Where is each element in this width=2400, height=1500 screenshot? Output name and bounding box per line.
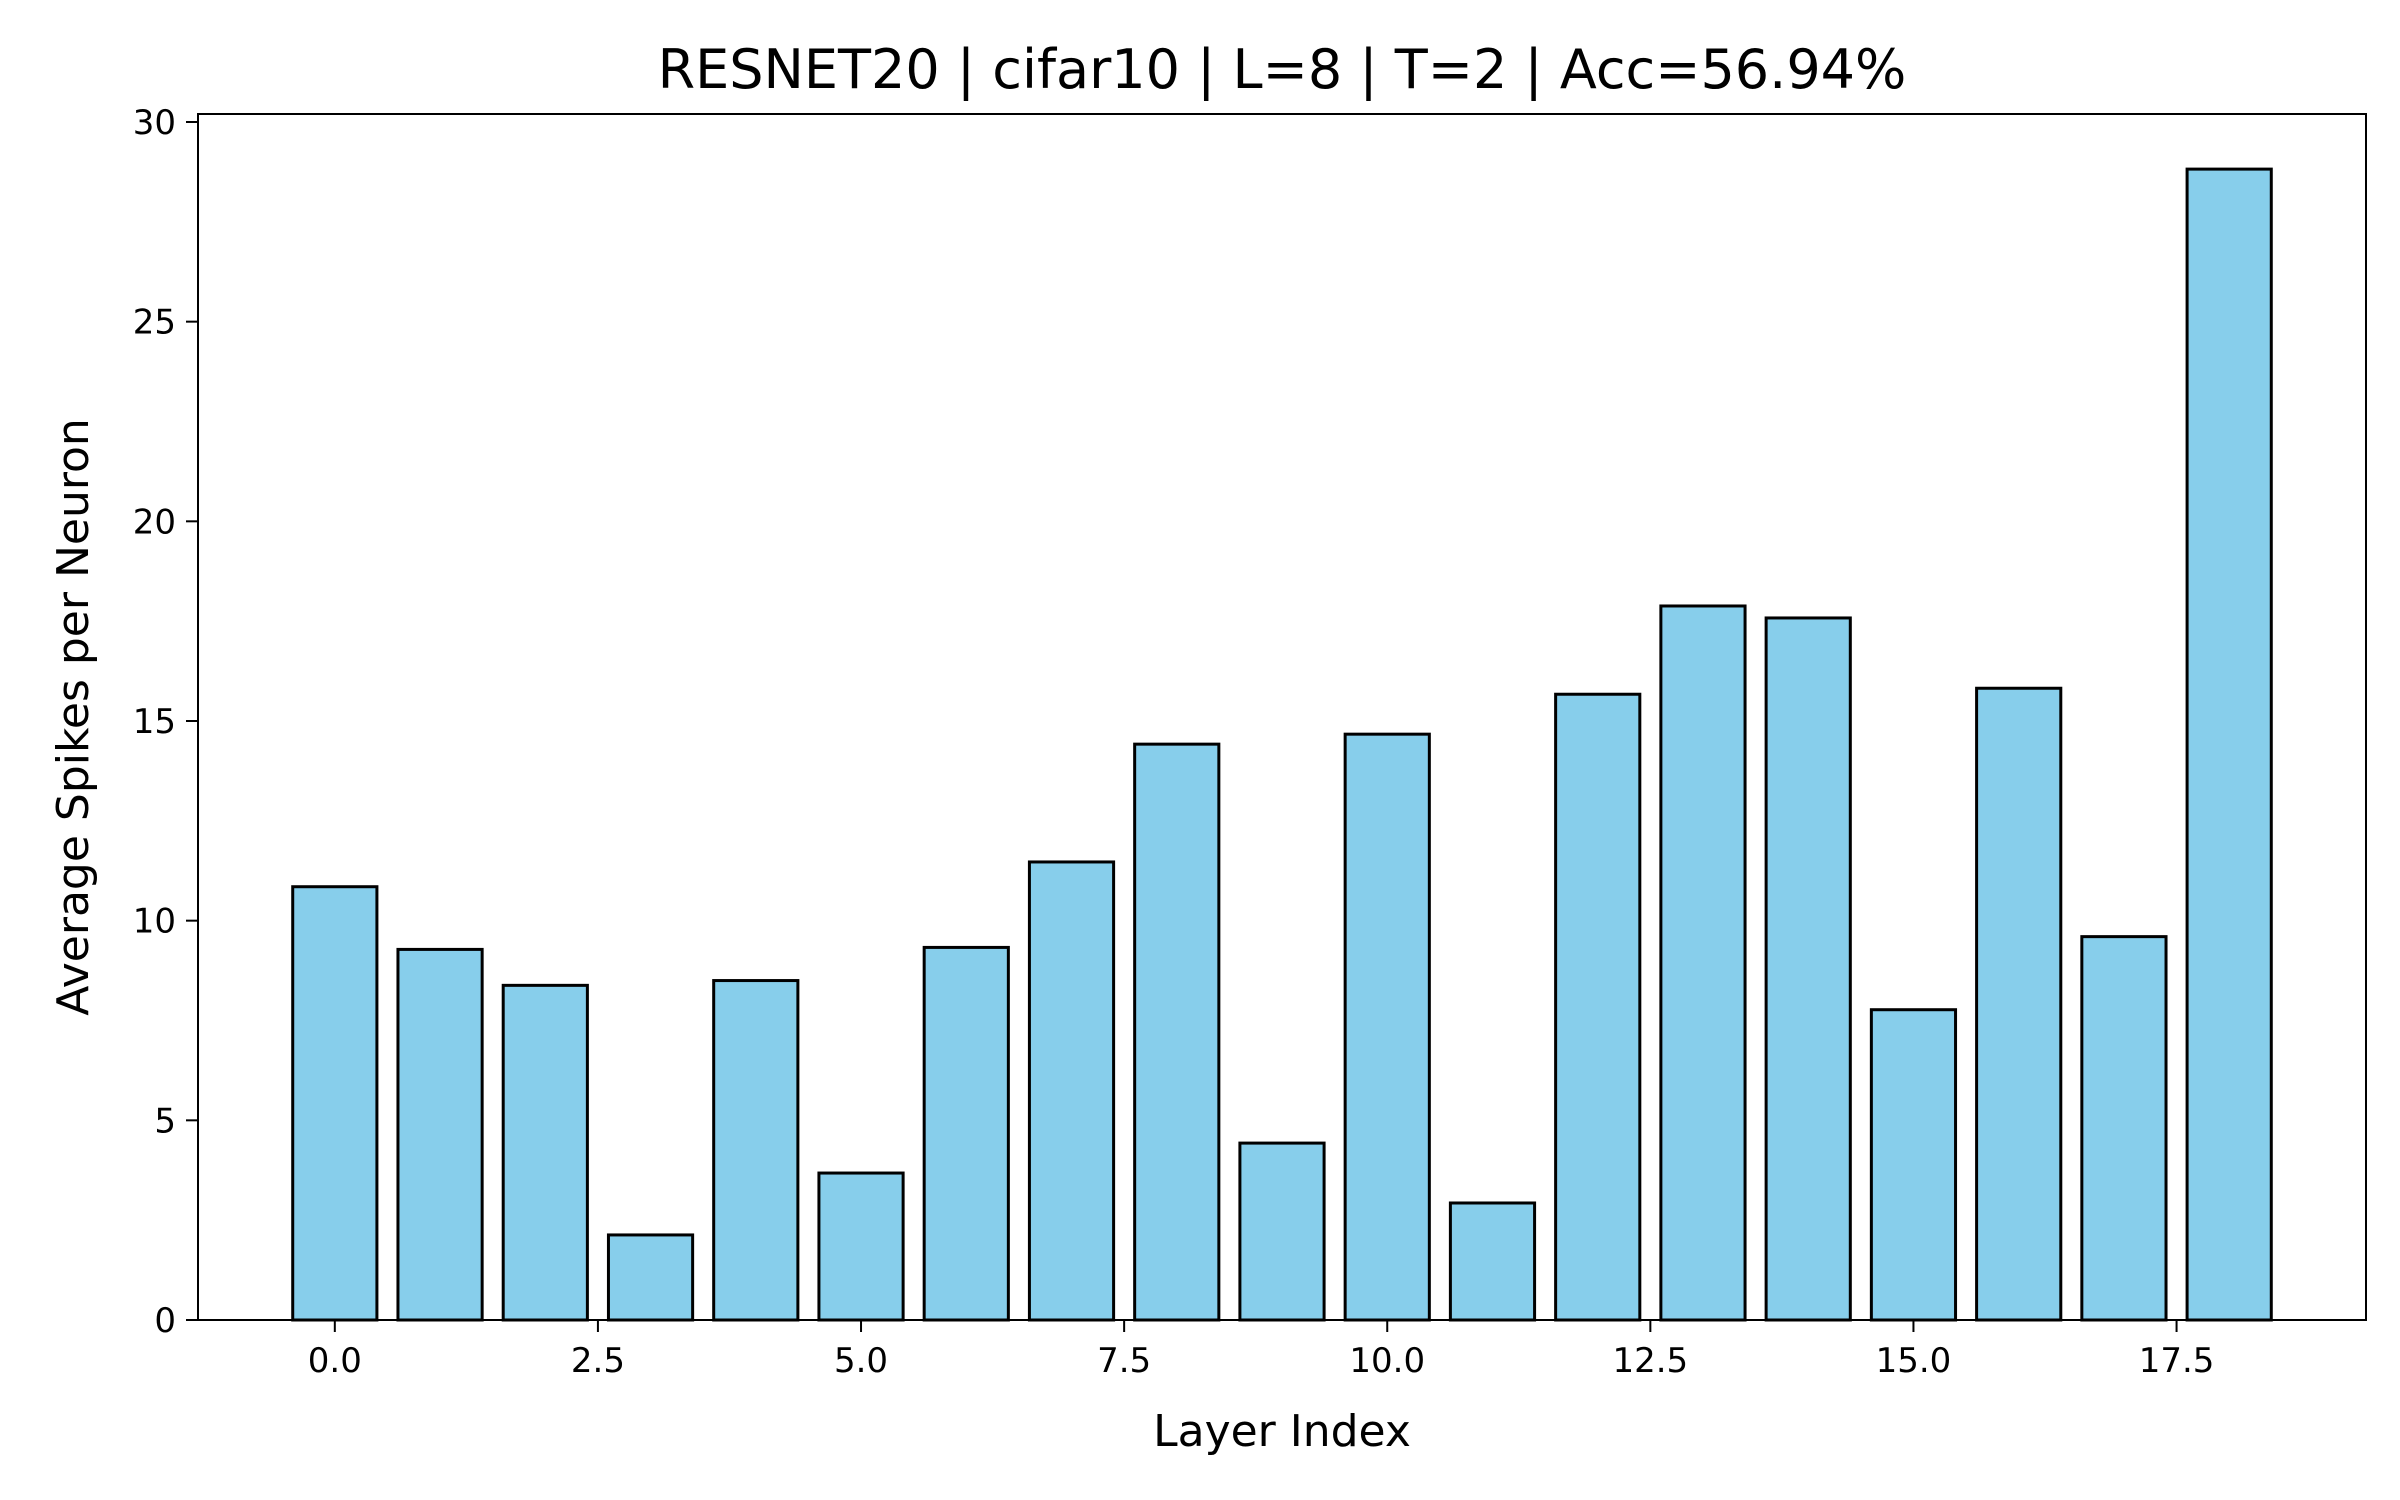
x-tick-label: 12.5 <box>1612 1341 1688 1381</box>
bars-group <box>291 167 2273 1322</box>
bar-layer-17 <box>2080 935 2168 1322</box>
y-tick-label: 10 <box>133 902 176 942</box>
bar-layer-11 <box>1448 1201 1537 1322</box>
y-tick-label: 20 <box>133 502 176 542</box>
y-tick-label: 30 <box>133 103 176 143</box>
bar-layer-9 <box>1238 1141 1326 1322</box>
bar-layer-13 <box>1659 604 1747 1322</box>
bar-layer-0 <box>291 885 379 1322</box>
bar-layer-8 <box>1133 742 1221 1322</box>
x-axis-ticks: 0.0 2.5 5.0 7.5 10.0 12.5 15.0 17.5 <box>308 1320 2215 1381</box>
bar-layer-6 <box>922 945 1010 1322</box>
y-axis-label: Average Spikes per Neuron <box>48 418 99 1016</box>
bar-layer-3 <box>606 1233 695 1322</box>
bar-layer-12 <box>1554 692 1642 1322</box>
x-axis-label: Layer Index <box>1153 1406 1411 1457</box>
bar-layer-18 <box>2185 167 2273 1322</box>
x-tick-label: 7.5 <box>1097 1341 1151 1381</box>
y-tick-label: 5 <box>154 1101 176 1141</box>
bar-layer-14 <box>1764 616 1852 1322</box>
x-tick-label: 15.0 <box>1876 1341 1952 1381</box>
bar-layer-15 <box>1869 1008 1958 1322</box>
x-tick-label: 0.0 <box>308 1341 362 1381</box>
x-tick-label: 10.0 <box>1349 1341 1425 1381</box>
x-tick-label: 5.0 <box>834 1341 888 1381</box>
bar-layer-2 <box>501 983 589 1322</box>
x-tick-label: 17.5 <box>2139 1341 2215 1381</box>
plot-frame <box>197 113 2367 1321</box>
y-axis-ticks: 0 5 10 15 20 25 30 <box>133 103 198 1341</box>
bar-layer-7 <box>1027 860 1116 1322</box>
bar-layer-1 <box>396 947 484 1322</box>
bar-layer-5 <box>817 1171 905 1322</box>
chart-title: RESNET20 | cifar10 | L=8 | T=2 | Acc=56.… <box>658 38 1907 101</box>
bar-layer-4 <box>712 979 800 1322</box>
y-tick-label: 0 <box>154 1301 176 1341</box>
bar-layer-10 <box>1343 732 1431 1322</box>
x-tick-label: 2.5 <box>571 1341 625 1381</box>
y-tick-label: 25 <box>133 303 176 343</box>
y-tick-label: 15 <box>133 702 176 742</box>
bar-layer-16 <box>1975 686 2063 1322</box>
